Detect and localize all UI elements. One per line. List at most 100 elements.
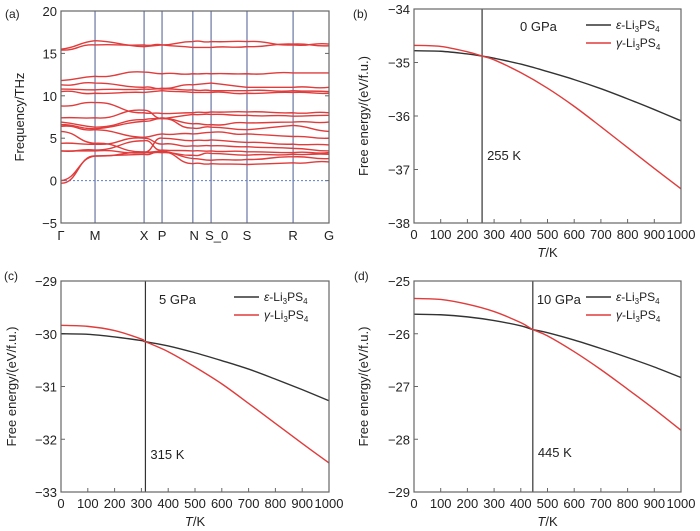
panel-label: (c) bbox=[4, 269, 18, 283]
x-tick-label: 800 bbox=[617, 496, 639, 511]
x-tick-label: 100 bbox=[430, 227, 452, 242]
x-tick-label: 500 bbox=[184, 496, 206, 511]
phonon-band bbox=[60, 109, 330, 120]
epsilon-series-line bbox=[60, 333, 330, 402]
phonon-band bbox=[60, 150, 330, 182]
panel-label: (d) bbox=[354, 269, 369, 283]
phonon-band bbox=[60, 140, 330, 154]
x-axis-title: T/K bbox=[185, 514, 206, 529]
legend: ε-Li3PS4 γ-Li3PS4 bbox=[586, 18, 661, 52]
x-tick-label: 800 bbox=[265, 496, 287, 511]
plot-frame bbox=[60, 280, 330, 493]
x-tick-label: 0 bbox=[410, 496, 417, 511]
x-tick-label: S_0 bbox=[205, 228, 228, 243]
x-tick-label: 700 bbox=[590, 227, 612, 242]
x-tick-label: 600 bbox=[563, 496, 585, 511]
plot-frame bbox=[60, 10, 330, 224]
x-tick-label: 300 bbox=[483, 496, 505, 511]
phonon-band bbox=[60, 39, 330, 50]
x-tick-label: 1000 bbox=[667, 227, 696, 242]
epsilon-series-line bbox=[413, 50, 682, 122]
phonon-band bbox=[60, 101, 330, 115]
y-tick-label: 0 bbox=[50, 174, 57, 189]
panel-label: (a) bbox=[5, 7, 20, 21]
x-tick-label: 0 bbox=[57, 496, 64, 511]
legend: ε-Li3PS4 γ-Li3PS4 bbox=[234, 290, 309, 324]
y-tick-label: −32 bbox=[35, 432, 57, 447]
phonon-band bbox=[60, 82, 330, 90]
panel-b: (b) −38 −37 −36 −35 −34 Free energy/(eV/f.u.) 0… bbox=[353, 2, 695, 260]
y-tick-label: 10 bbox=[43, 89, 57, 104]
gamma-series-line bbox=[413, 297, 682, 431]
y-tick-label: −28 bbox=[388, 432, 410, 447]
gamma-series-line bbox=[60, 324, 330, 464]
pressure-annotation: 5 GPa bbox=[159, 292, 197, 307]
phonon-band bbox=[60, 125, 330, 140]
x-tick-label: 900 bbox=[643, 496, 665, 511]
y-tick-label: −30 bbox=[35, 327, 57, 342]
x-tick-label: 400 bbox=[510, 496, 532, 511]
y-tick-label: −34 bbox=[388, 2, 410, 17]
plot-frame bbox=[413, 8, 682, 224]
phonon-band bbox=[60, 117, 330, 128]
y-tick-label: 15 bbox=[43, 46, 57, 61]
phonon-band bbox=[60, 90, 330, 95]
x-tick-label: G bbox=[324, 228, 334, 243]
x-tick-label: 0 bbox=[410, 227, 417, 242]
x-tick-label: 300 bbox=[131, 496, 153, 511]
transition-label: 255 K bbox=[487, 148, 521, 163]
x-tick-label: 500 bbox=[537, 227, 559, 242]
phonon-band bbox=[60, 117, 330, 133]
x-tick-label: 700 bbox=[590, 496, 612, 511]
x-tick-label: M bbox=[90, 228, 101, 243]
x-axis-title: T/K bbox=[537, 245, 558, 260]
x-tick-label: 900 bbox=[643, 227, 665, 242]
y-tick-label: −5 bbox=[42, 216, 57, 231]
epsilon-series-line bbox=[413, 313, 682, 379]
pressure-annotation: 10 GPa bbox=[537, 292, 582, 307]
phonon-band bbox=[60, 130, 330, 153]
x-tick-label: N bbox=[189, 228, 198, 243]
legend-label: ε-Li3PS4 bbox=[616, 290, 660, 306]
y-axis-title: Frequency/THz bbox=[12, 73, 27, 162]
x-tick-label: 600 bbox=[211, 496, 233, 511]
panel-a: (a) −5 0 5 10 15 20 Frequency/THz Γ M X P N S_0 S R G bbox=[5, 4, 334, 243]
transition-label: 445 K bbox=[538, 445, 572, 460]
x-tick-label: S bbox=[243, 228, 252, 243]
plot-frame bbox=[413, 280, 682, 493]
transition-label: 315 K bbox=[150, 447, 184, 462]
legend-label: ε-Li3PS4 bbox=[264, 290, 308, 306]
y-tick-label: −26 bbox=[388, 327, 410, 342]
y-tick-label: −27 bbox=[388, 380, 410, 395]
y-axis-title: Free energy/(eV/f.u.) bbox=[4, 327, 19, 447]
x-tick-label: 300 bbox=[483, 227, 505, 242]
y-tick-label: −29 bbox=[35, 274, 57, 289]
x-tick-label: 900 bbox=[291, 496, 313, 511]
y-axis-title: Free energy/(eV/f.u.) bbox=[356, 56, 371, 176]
legend: ε-Li3PS4 γ-Li3PS4 bbox=[586, 290, 661, 324]
x-tick-label: 200 bbox=[457, 496, 479, 511]
x-tick-label: 500 bbox=[537, 496, 559, 511]
y-tick-label: −33 bbox=[35, 485, 57, 500]
x-tick-label: 200 bbox=[104, 496, 126, 511]
gamma-series-line bbox=[413, 44, 682, 190]
panel-d: (d) −29 −28 −27 −26 −25 Free energy/(eV/f.u.) 0… bbox=[354, 269, 695, 529]
panel-label: (b) bbox=[353, 7, 368, 21]
x-axis-title: T/K bbox=[537, 514, 558, 529]
phonon-band bbox=[60, 40, 330, 51]
x-tick-label: 400 bbox=[510, 227, 532, 242]
x-tick-label: 800 bbox=[617, 227, 639, 242]
x-tick-label: 700 bbox=[238, 496, 260, 511]
panel-c: (c) −33 −32 −31 −30 −29 Free energy/(eV/f.u.) 0… bbox=[4, 269, 343, 529]
y-tick-label: 5 bbox=[50, 131, 57, 146]
x-tick-label: 200 bbox=[457, 227, 479, 242]
y-tick-label: 20 bbox=[43, 4, 57, 19]
legend-label: γ-Li3PS4 bbox=[616, 36, 661, 52]
pressure-annotation: 0 GPa bbox=[520, 19, 558, 34]
y-tick-label: −37 bbox=[388, 163, 410, 178]
phonon-band bbox=[61, 149, 330, 157]
y-axis-title: Free energy/(eV/f.u.) bbox=[356, 327, 371, 447]
x-tick-label: Γ bbox=[57, 228, 64, 243]
y-tick-label: −35 bbox=[388, 56, 410, 71]
